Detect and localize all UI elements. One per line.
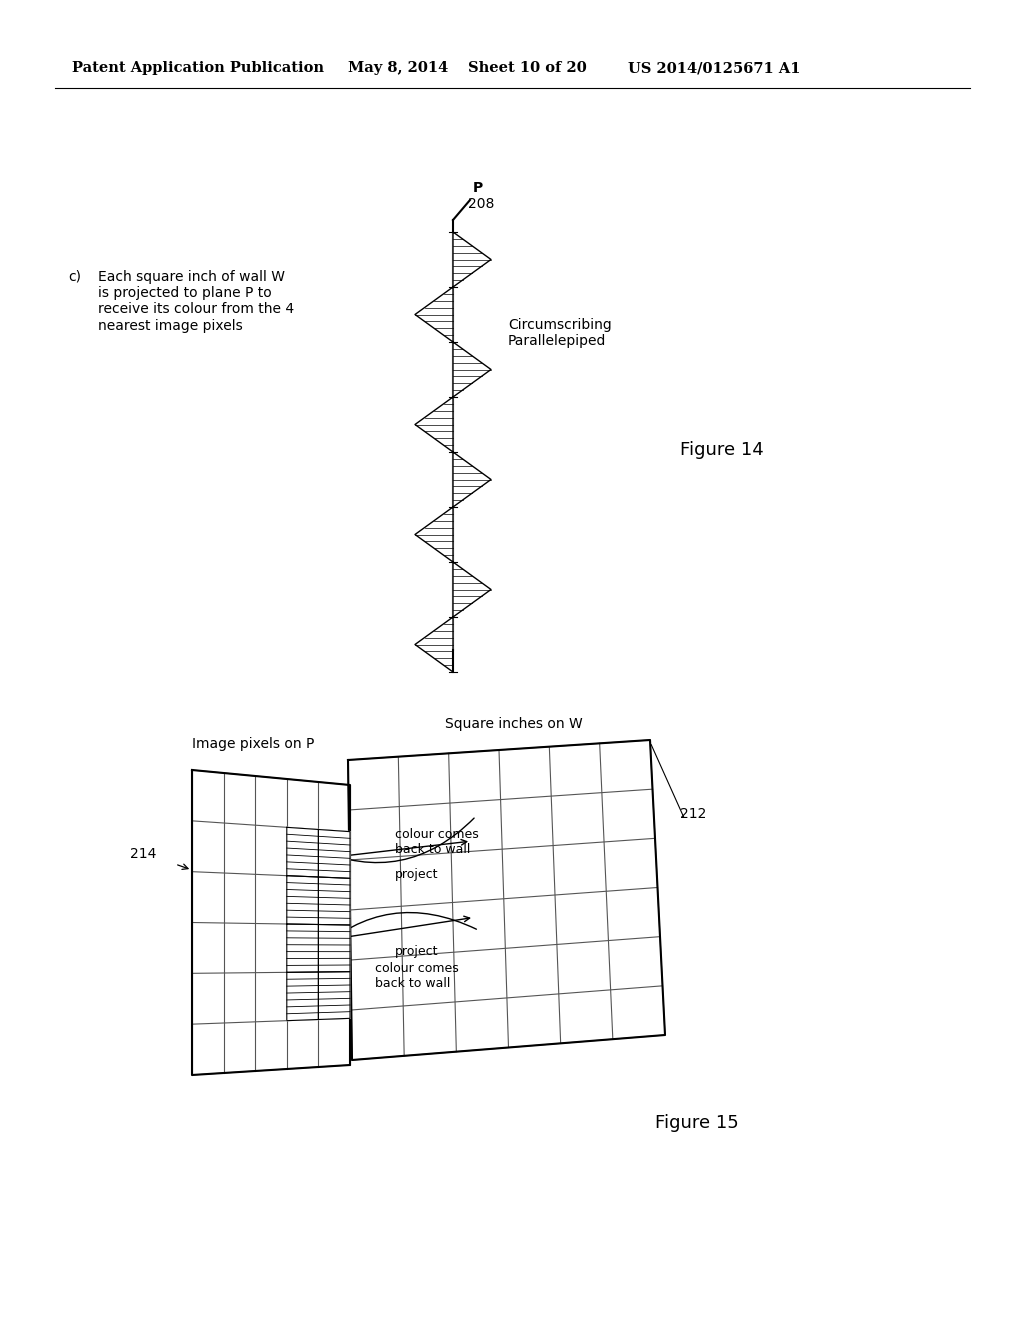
Text: project: project [395, 869, 438, 880]
Text: 208: 208 [468, 197, 495, 211]
Polygon shape [318, 972, 350, 1019]
Text: Patent Application Publication: Patent Application Publication [72, 61, 324, 75]
Text: c): c) [68, 271, 81, 284]
Text: Figure 15: Figure 15 [655, 1114, 738, 1133]
Polygon shape [318, 924, 350, 972]
Text: Figure 14: Figure 14 [680, 441, 764, 459]
Text: US 2014/0125671 A1: US 2014/0125671 A1 [628, 61, 801, 75]
Polygon shape [453, 562, 490, 616]
Text: 214: 214 [130, 847, 157, 861]
Polygon shape [287, 828, 318, 876]
Text: May 8, 2014: May 8, 2014 [348, 61, 449, 75]
Text: Sheet 10 of 20: Sheet 10 of 20 [468, 61, 587, 75]
Polygon shape [415, 286, 453, 342]
Polygon shape [415, 507, 453, 562]
Text: project: project [395, 945, 438, 958]
Text: Image pixels on P: Image pixels on P [193, 737, 314, 751]
Polygon shape [453, 451, 490, 507]
Polygon shape [318, 876, 350, 925]
Text: Square inches on W: Square inches on W [445, 717, 583, 731]
Polygon shape [287, 924, 318, 973]
Polygon shape [287, 875, 318, 924]
Text: 212: 212 [680, 807, 707, 821]
Text: Circumscribing
Parallelepiped: Circumscribing Parallelepiped [508, 318, 611, 348]
Polygon shape [287, 972, 318, 1020]
Text: colour comes
back to wall: colour comes back to wall [395, 828, 479, 855]
Text: Each square inch of wall W
is projected to plane P to
receive its colour from th: Each square inch of wall W is projected … [98, 271, 294, 333]
Polygon shape [453, 232, 490, 286]
Text: P: P [473, 181, 483, 195]
Polygon shape [318, 829, 350, 878]
Text: colour comes
back to wall: colour comes back to wall [375, 962, 459, 990]
Polygon shape [415, 397, 453, 451]
Polygon shape [453, 342, 490, 397]
Polygon shape [415, 616, 453, 672]
